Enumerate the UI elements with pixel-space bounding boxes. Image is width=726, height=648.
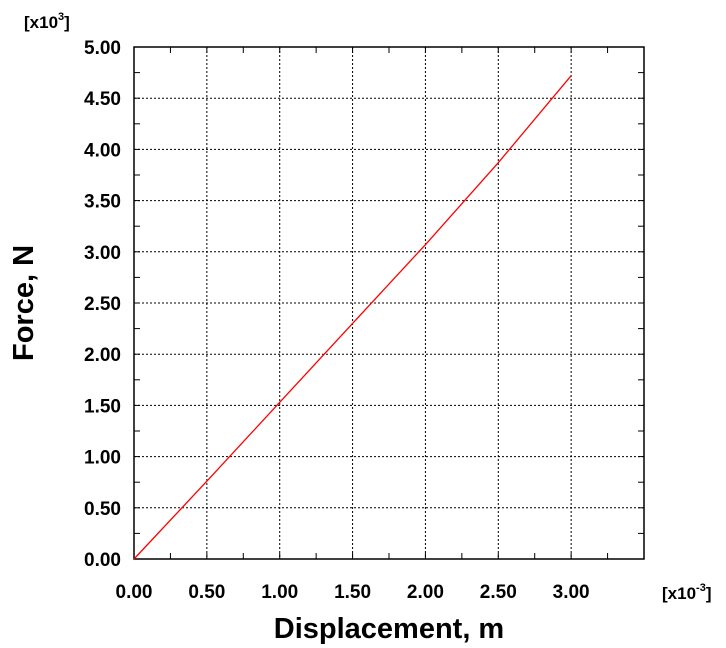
y-tick-label: 2.50 <box>84 294 121 315</box>
y-multiplier: [x103] <box>24 11 70 32</box>
series-line <box>133 75 572 560</box>
plot-frame <box>133 46 645 560</box>
y-tick-label: 0.50 <box>84 499 121 520</box>
y-tick-label: 2.00 <box>84 345 121 366</box>
x-axis-title: Displacement, m <box>274 613 504 645</box>
grid <box>134 47 644 559</box>
x-multiplier: [x10-3] <box>662 582 711 603</box>
x-tick-labels: 0.00 0.50 1.00 1.50 2.00 2.50 3.00 <box>116 582 590 603</box>
x-tick-label: 1.00 <box>261 582 298 603</box>
y-tick-labels: 0.00 0.50 1.00 1.50 2.00 2.50 3.00 3.50 4.00 4.50… <box>84 38 121 571</box>
x-tick-label: 0.00 <box>116 582 153 603</box>
y-tick-label: 1.50 <box>84 396 121 417</box>
y-tick-label: 3.00 <box>84 243 121 264</box>
y-axis-title: Force, N <box>8 245 40 361</box>
x-tick-label: 1.50 <box>334 582 371 603</box>
y-tick-label: 3.50 <box>84 192 121 213</box>
minor-ticks <box>134 47 644 559</box>
x-tick-label: 2.50 <box>480 582 517 603</box>
x-tick-label: 3.00 <box>553 582 590 603</box>
y-tick-label: 4.50 <box>84 89 121 110</box>
y-tick-label: 4.00 <box>84 140 121 161</box>
y-tick-label: 5.00 <box>84 38 121 59</box>
y-tick-label: 0.00 <box>84 550 121 571</box>
x-tick-label: 0.50 <box>188 582 225 603</box>
x-tick-label: 2.00 <box>407 582 444 603</box>
series-group <box>133 75 572 560</box>
y-tick-label: 1.00 <box>84 448 121 469</box>
